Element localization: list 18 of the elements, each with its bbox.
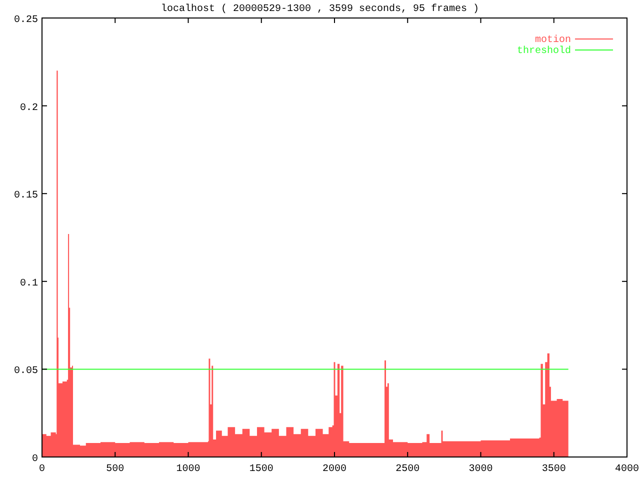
x-tick-label: 500: [106, 464, 124, 475]
x-tick-label: 0: [38, 464, 46, 475]
x-tick-label: 2000: [322, 464, 347, 475]
y-tick-label: 0.25: [14, 15, 38, 26]
x-tick-label: 2500: [396, 464, 420, 475]
x-tick-label: 4000: [614, 464, 640, 475]
y-tick-label: 0.2: [20, 102, 38, 114]
legend-label: motion: [534, 34, 571, 46]
x-tick-label: 1000: [176, 464, 200, 475]
y-tick-label: 0.1: [20, 278, 38, 290]
y-tick-label: 0.15: [14, 190, 38, 202]
x-tick-label: 1500: [249, 464, 274, 475]
y-tick-label: 0.05: [14, 366, 38, 378]
legend-label: threshold: [516, 45, 571, 57]
y-tick-label: 0: [32, 454, 38, 465]
chart-title: localhost ( 20000529-1300 , 3599 seconds, 95 frames ): [160, 3, 480, 15]
x-tick-label: 3000: [468, 464, 493, 475]
x-tick-label: 3500: [542, 464, 566, 475]
